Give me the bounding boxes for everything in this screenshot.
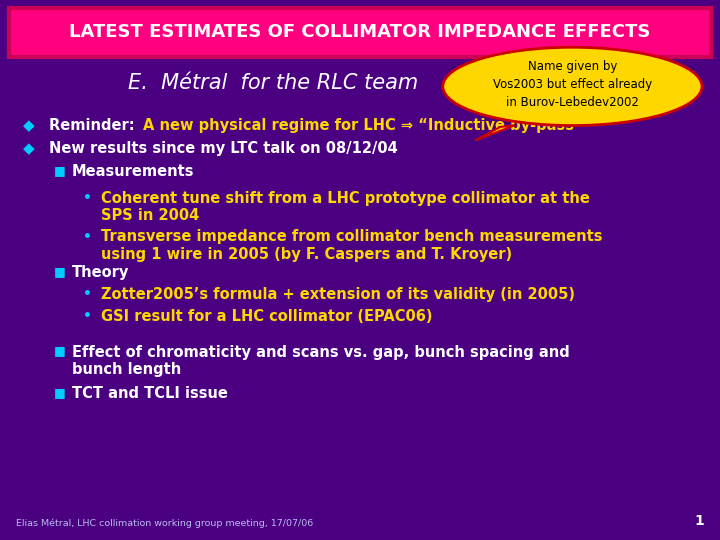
Text: GSI result for a LHC collimator (EPAC06): GSI result for a LHC collimator (EPAC06) <box>101 309 432 324</box>
Text: ◆: ◆ <box>23 118 35 133</box>
Text: 1: 1 <box>694 514 704 528</box>
Text: Theory: Theory <box>72 265 130 280</box>
Text: •: • <box>83 230 91 244</box>
Text: Elias Métral, LHC collimation working group meeting, 17/07/06: Elias Métral, LHC collimation working gr… <box>16 518 313 528</box>
Text: ■: ■ <box>54 265 66 278</box>
Text: •: • <box>83 191 91 205</box>
Text: A new physical regime for LHC ⇒ “Inductive by-pass”: A new physical regime for LHC ⇒ “Inducti… <box>143 118 583 133</box>
Text: ■: ■ <box>54 386 66 399</box>
Text: Zotter2005’s formula + extension of its validity (in 2005): Zotter2005’s formula + extension of its … <box>101 287 575 302</box>
Polygon shape <box>475 125 515 140</box>
FancyBboxPatch shape <box>9 8 711 57</box>
Text: ◆: ◆ <box>23 141 35 157</box>
Text: LATEST ESTIMATES OF COLLIMATOR IMPEDANCE EFFECTS: LATEST ESTIMATES OF COLLIMATOR IMPEDANCE… <box>69 23 651 42</box>
Ellipse shape <box>443 48 702 126</box>
Text: Coherent tune shift from a LHC prototype collimator at the
SPS in 2004: Coherent tune shift from a LHC prototype… <box>101 191 590 223</box>
Text: Measurements: Measurements <box>72 164 194 179</box>
Text: E.  Métral  for the RLC team: E. Métral for the RLC team <box>128 72 419 93</box>
Text: •: • <box>83 287 91 301</box>
Text: ■: ■ <box>54 164 66 177</box>
Text: Name given by
Vos2003 but effect already
in Burov-Lebedev2002: Name given by Vos2003 but effect already… <box>492 60 652 109</box>
Text: Transverse impedance from collimator bench measurements
using 1 wire in 2005 (by: Transverse impedance from collimator ben… <box>101 230 603 262</box>
Text: Reminder:: Reminder: <box>49 118 140 133</box>
Text: TCT and TCLI issue: TCT and TCLI issue <box>72 386 228 401</box>
Text: Effect of chromaticity and scans vs. gap, bunch spacing and
bunch length: Effect of chromaticity and scans vs. gap… <box>72 345 570 377</box>
Text: New results since my LTC talk on 08/12/04: New results since my LTC talk on 08/12/0… <box>49 141 397 157</box>
Text: •: • <box>83 309 91 323</box>
Text: ■: ■ <box>54 345 66 357</box>
